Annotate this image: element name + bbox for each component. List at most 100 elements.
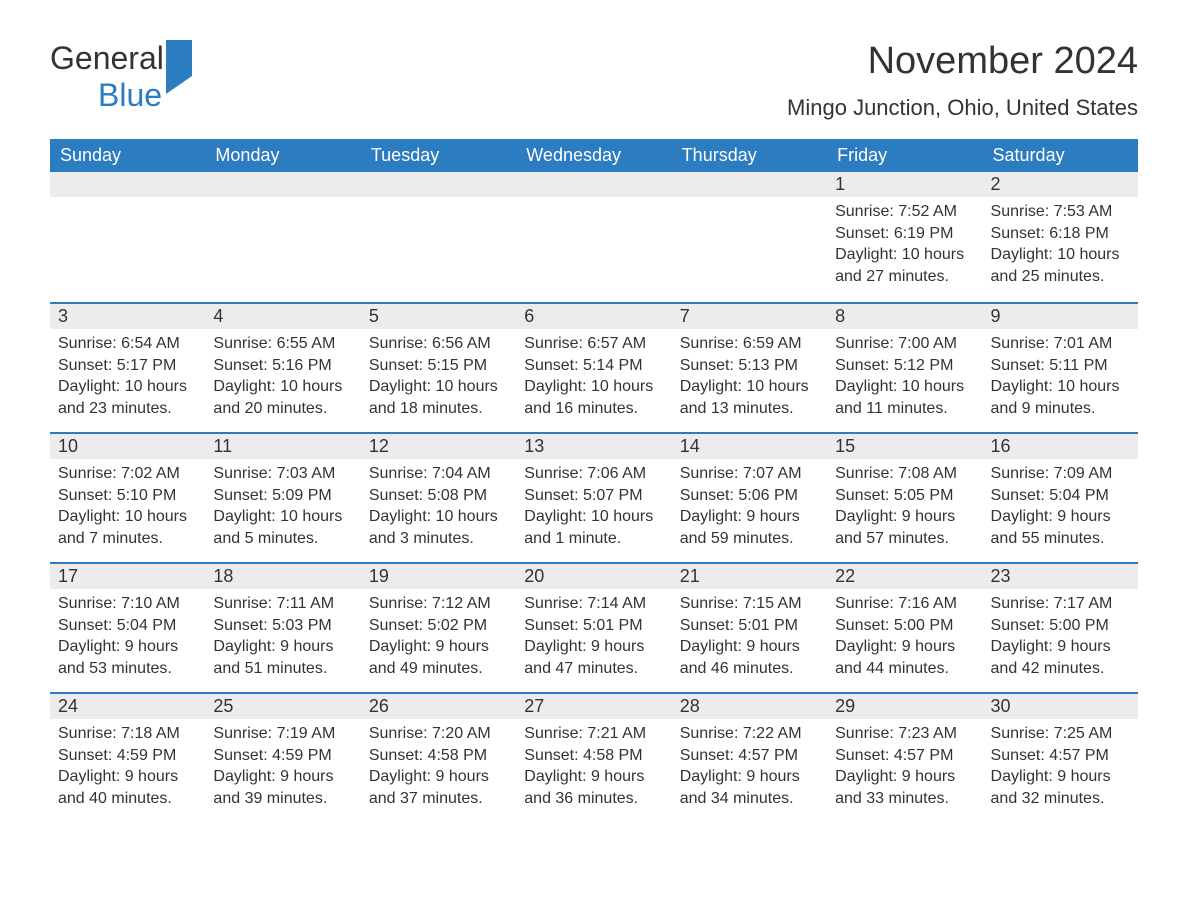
logo-text-blue: Blue <box>98 77 162 113</box>
location: Mingo Junction, Ohio, United States <box>787 95 1138 121</box>
day-details: Sunrise: 7:22 AMSunset: 4:57 PMDaylight:… <box>672 719 827 813</box>
sunrise-line: Sunrise: 7:09 AM <box>991 463 1130 485</box>
sunset-line: Sunset: 4:57 PM <box>835 745 974 767</box>
daylight-line: Daylight: 9 hours and 37 minutes. <box>369 766 508 809</box>
day-number: 29 <box>827 692 982 719</box>
sunrise-line: Sunrise: 7:23 AM <box>835 723 974 745</box>
daylight-line: Daylight: 10 hours and 25 minutes. <box>991 244 1130 287</box>
week-row: 10Sunrise: 7:02 AMSunset: 5:10 PMDayligh… <box>50 432 1138 562</box>
day-cell: 11Sunrise: 7:03 AMSunset: 5:09 PMDayligh… <box>205 432 360 562</box>
day-cell: 9Sunrise: 7:01 AMSunset: 5:11 PMDaylight… <box>983 302 1138 432</box>
day-number: 4 <box>205 302 360 329</box>
daylight-line: Daylight: 10 hours and 7 minutes. <box>58 506 197 549</box>
sunrise-line: Sunrise: 7:03 AM <box>213 463 352 485</box>
sunrise-line: Sunrise: 7:10 AM <box>58 593 197 615</box>
sunrise-line: Sunrise: 7:07 AM <box>680 463 819 485</box>
day-details: Sunrise: 7:07 AMSunset: 5:06 PMDaylight:… <box>672 459 827 553</box>
day-details: Sunrise: 7:04 AMSunset: 5:08 PMDaylight:… <box>361 459 516 553</box>
day-details: Sunrise: 7:06 AMSunset: 5:07 PMDaylight:… <box>516 459 671 553</box>
logo-text-general: General <box>50 40 164 76</box>
day-details: Sunrise: 7:21 AMSunset: 4:58 PMDaylight:… <box>516 719 671 813</box>
daylight-line: Daylight: 9 hours and 57 minutes. <box>835 506 974 549</box>
logo: General Blue <box>50 40 192 114</box>
day-cell: 10Sunrise: 7:02 AMSunset: 5:10 PMDayligh… <box>50 432 205 562</box>
day-number: 21 <box>672 562 827 589</box>
empty-day-bar <box>361 172 516 197</box>
daylight-line: Daylight: 10 hours and 18 minutes. <box>369 376 508 419</box>
day-number: 8 <box>827 302 982 329</box>
day-details: Sunrise: 7:17 AMSunset: 5:00 PMDaylight:… <box>983 589 1138 683</box>
day-cell: 16Sunrise: 7:09 AMSunset: 5:04 PMDayligh… <box>983 432 1138 562</box>
sunrise-line: Sunrise: 7:52 AM <box>835 201 974 223</box>
sunset-line: Sunset: 5:07 PM <box>524 485 663 507</box>
day-number: 25 <box>205 692 360 719</box>
day-number: 30 <box>983 692 1138 719</box>
day-number: 24 <box>50 692 205 719</box>
sunset-line: Sunset: 4:58 PM <box>369 745 508 767</box>
day-cell: 19Sunrise: 7:12 AMSunset: 5:02 PMDayligh… <box>361 562 516 692</box>
week-row: 1Sunrise: 7:52 AMSunset: 6:19 PMDaylight… <box>50 172 1138 302</box>
weekday-header: Monday <box>205 139 360 172</box>
day-cell <box>672 172 827 302</box>
day-number: 9 <box>983 302 1138 329</box>
day-number: 14 <box>672 432 827 459</box>
day-cell: 3Sunrise: 6:54 AMSunset: 5:17 PMDaylight… <box>50 302 205 432</box>
day-details: Sunrise: 7:23 AMSunset: 4:57 PMDaylight:… <box>827 719 982 813</box>
day-details: Sunrise: 7:52 AMSunset: 6:19 PMDaylight:… <box>827 197 982 291</box>
day-cell: 5Sunrise: 6:56 AMSunset: 5:15 PMDaylight… <box>361 302 516 432</box>
day-cell: 21Sunrise: 7:15 AMSunset: 5:01 PMDayligh… <box>672 562 827 692</box>
day-number: 11 <box>205 432 360 459</box>
sunset-line: Sunset: 5:16 PM <box>213 355 352 377</box>
empty-day-bar <box>50 172 205 197</box>
weekday-header: Sunday <box>50 139 205 172</box>
day-details: Sunrise: 6:57 AMSunset: 5:14 PMDaylight:… <box>516 329 671 423</box>
sunset-line: Sunset: 5:00 PM <box>991 615 1130 637</box>
day-details: Sunrise: 6:59 AMSunset: 5:13 PMDaylight:… <box>672 329 827 423</box>
sunrise-line: Sunrise: 7:53 AM <box>991 201 1130 223</box>
sunrise-line: Sunrise: 7:19 AM <box>213 723 352 745</box>
day-number: 3 <box>50 302 205 329</box>
daylight-line: Daylight: 9 hours and 40 minutes. <box>58 766 197 809</box>
day-cell: 30Sunrise: 7:25 AMSunset: 4:57 PMDayligh… <box>983 692 1138 822</box>
day-cell <box>361 172 516 302</box>
day-cell: 28Sunrise: 7:22 AMSunset: 4:57 PMDayligh… <box>672 692 827 822</box>
day-details: Sunrise: 7:53 AMSunset: 6:18 PMDaylight:… <box>983 197 1138 291</box>
sunrise-line: Sunrise: 7:25 AM <box>991 723 1130 745</box>
daylight-line: Daylight: 10 hours and 20 minutes. <box>213 376 352 419</box>
calendar-body: 1Sunrise: 7:52 AMSunset: 6:19 PMDaylight… <box>50 172 1138 822</box>
day-number: 7 <box>672 302 827 329</box>
weekday-header: Thursday <box>672 139 827 172</box>
sunset-line: Sunset: 4:59 PM <box>58 745 197 767</box>
day-details: Sunrise: 7:09 AMSunset: 5:04 PMDaylight:… <box>983 459 1138 553</box>
sunset-line: Sunset: 5:02 PM <box>369 615 508 637</box>
day-cell: 6Sunrise: 6:57 AMSunset: 5:14 PMDaylight… <box>516 302 671 432</box>
day-details: Sunrise: 7:01 AMSunset: 5:11 PMDaylight:… <box>983 329 1138 423</box>
day-number: 19 <box>361 562 516 589</box>
day-details: Sunrise: 6:54 AMSunset: 5:17 PMDaylight:… <box>50 329 205 423</box>
day-cell: 18Sunrise: 7:11 AMSunset: 5:03 PMDayligh… <box>205 562 360 692</box>
day-number: 28 <box>672 692 827 719</box>
sunset-line: Sunset: 5:04 PM <box>58 615 197 637</box>
sunrise-line: Sunrise: 7:21 AM <box>524 723 663 745</box>
day-cell <box>50 172 205 302</box>
weekday-header-row: SundayMondayTuesdayWednesdayThursdayFrid… <box>50 139 1138 172</box>
weekday-header: Friday <box>827 139 982 172</box>
weekday-header: Wednesday <box>516 139 671 172</box>
sunset-line: Sunset: 5:00 PM <box>835 615 974 637</box>
day-cell: 17Sunrise: 7:10 AMSunset: 5:04 PMDayligh… <box>50 562 205 692</box>
day-details: Sunrise: 7:02 AMSunset: 5:10 PMDaylight:… <box>50 459 205 553</box>
daylight-line: Daylight: 10 hours and 1 minute. <box>524 506 663 549</box>
sunset-line: Sunset: 5:06 PM <box>680 485 819 507</box>
day-number: 23 <box>983 562 1138 589</box>
empty-day-bar <box>672 172 827 197</box>
day-number: 26 <box>361 692 516 719</box>
daylight-line: Daylight: 10 hours and 13 minutes. <box>680 376 819 419</box>
week-row: 24Sunrise: 7:18 AMSunset: 4:59 PMDayligh… <box>50 692 1138 822</box>
sunrise-line: Sunrise: 6:57 AM <box>524 333 663 355</box>
day-cell <box>516 172 671 302</box>
sunrise-line: Sunrise: 7:00 AM <box>835 333 974 355</box>
daylight-line: Daylight: 10 hours and 5 minutes. <box>213 506 352 549</box>
daylight-line: Daylight: 10 hours and 27 minutes. <box>835 244 974 287</box>
weekday-header: Saturday <box>983 139 1138 172</box>
sunset-line: Sunset: 6:19 PM <box>835 223 974 245</box>
